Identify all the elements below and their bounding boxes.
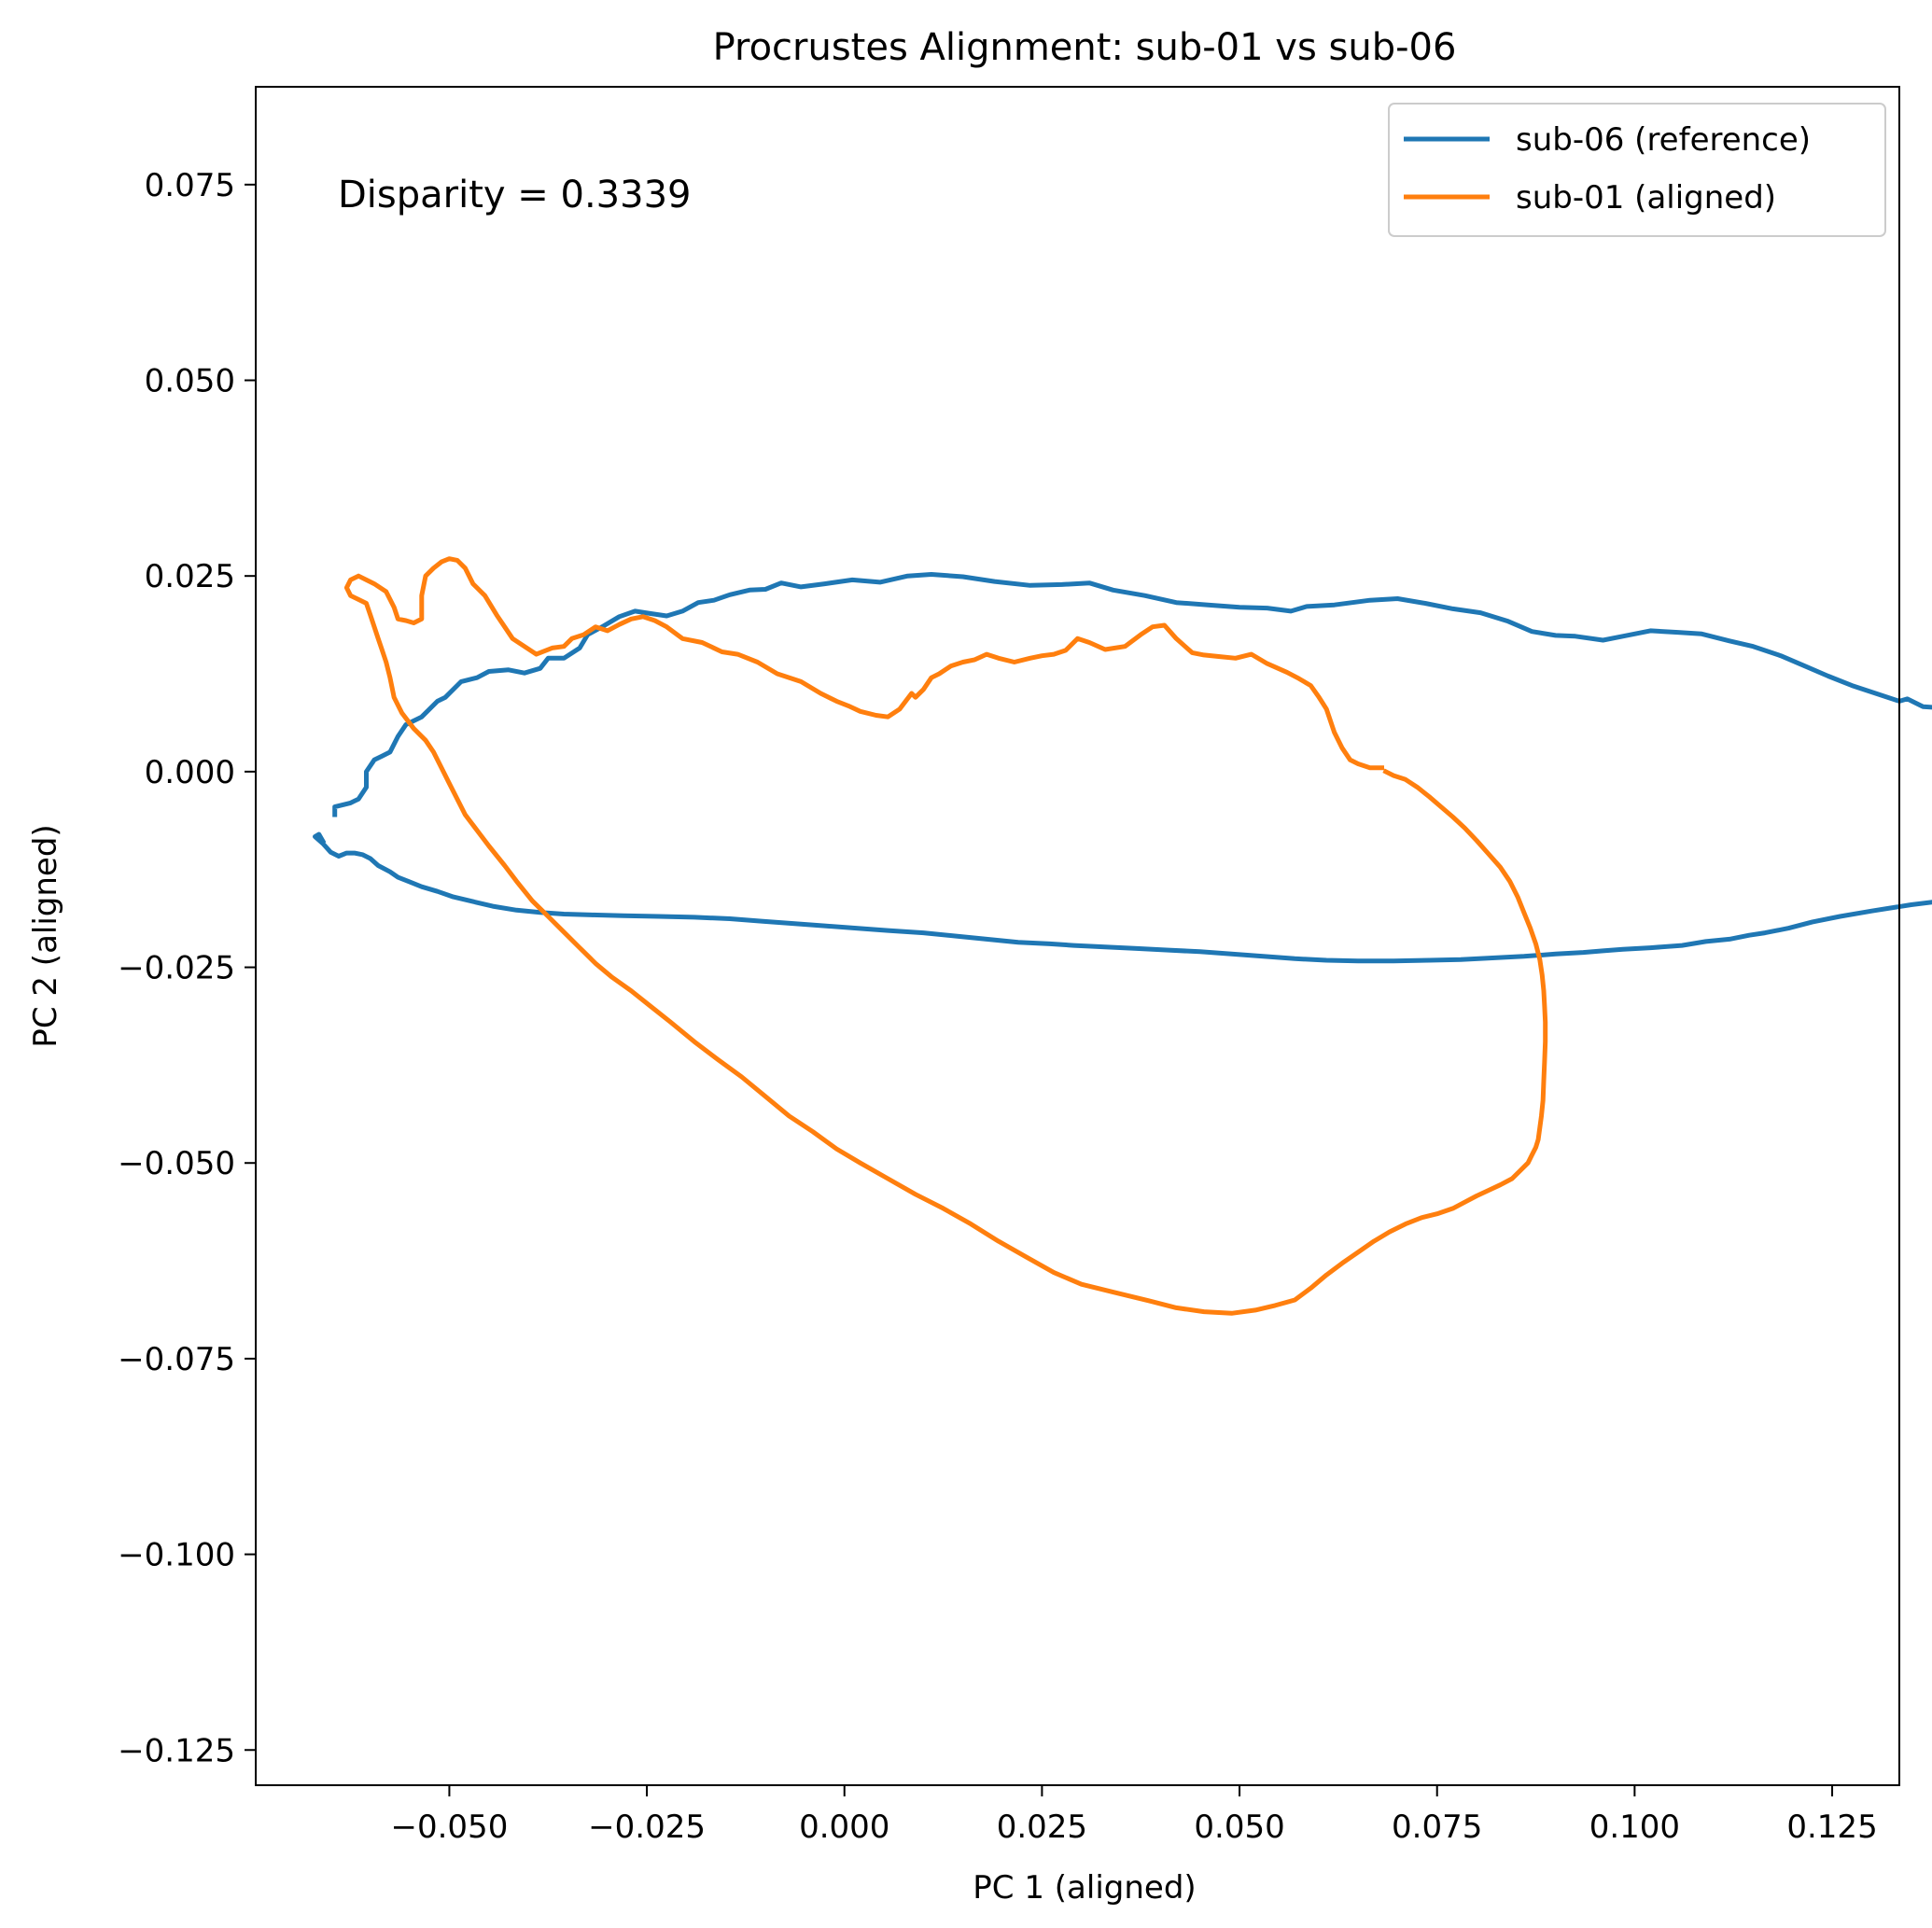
series-layer [313, 556, 1932, 1316]
x-tick-label: 0.075 [1392, 1809, 1482, 1846]
x-tick-label: 0.025 [997, 1809, 1087, 1846]
x-tick-label: −0.025 [588, 1809, 706, 1846]
y-axis-label: PC 2 (aligned) [27, 824, 64, 1047]
y-tick-label: −0.075 [118, 1341, 235, 1378]
y-tick-label: −0.025 [118, 950, 235, 987]
legend: sub-06 (reference) sub-01 (aligned) [1388, 103, 1886, 237]
series-line-aligned [343, 556, 1548, 1316]
x-tick-label: 0.050 [1194, 1809, 1284, 1846]
legend-label: sub-06 (reference) [1516, 121, 1811, 159]
legend-box [1388, 103, 1886, 237]
x-tick-label: −0.050 [391, 1809, 509, 1846]
x-tick-label: 0.125 [1786, 1809, 1877, 1846]
y-tick-label: −0.125 [118, 1732, 235, 1769]
x-axis: −0.050 −0.025 0.000 0.025 0.050 0.075 0.100 0.1… [391, 1785, 1878, 1846]
y-tick-label: 0.075 [145, 167, 235, 204]
chart-title: Procrustes Alignment: sub-01 vs sub-06 [713, 26, 1457, 69]
y-tick-label: 0.000 [145, 754, 235, 791]
x-tick-label: 0.100 [1589, 1809, 1680, 1846]
y-axis: 0.075 0.050 0.025 0.000 −0.025 −0.050 −0.075 −0… [118, 167, 256, 1769]
y-tick-label: −0.100 [118, 1537, 235, 1574]
x-tick-label: 0.000 [799, 1809, 889, 1846]
x-axis-label: PC 1 (aligned) [973, 1869, 1196, 1907]
legend-label: sub-01 (aligned) [1516, 179, 1776, 217]
y-tick-label: 0.025 [145, 558, 235, 595]
y-tick-label: 0.050 [145, 363, 235, 400]
disparity-annotation: Disparity = 0.3339 [338, 174, 691, 217]
y-tick-label: −0.050 [118, 1145, 235, 1182]
series-line-reference [313, 572, 1932, 964]
axes-frame [255, 86, 1900, 1786]
